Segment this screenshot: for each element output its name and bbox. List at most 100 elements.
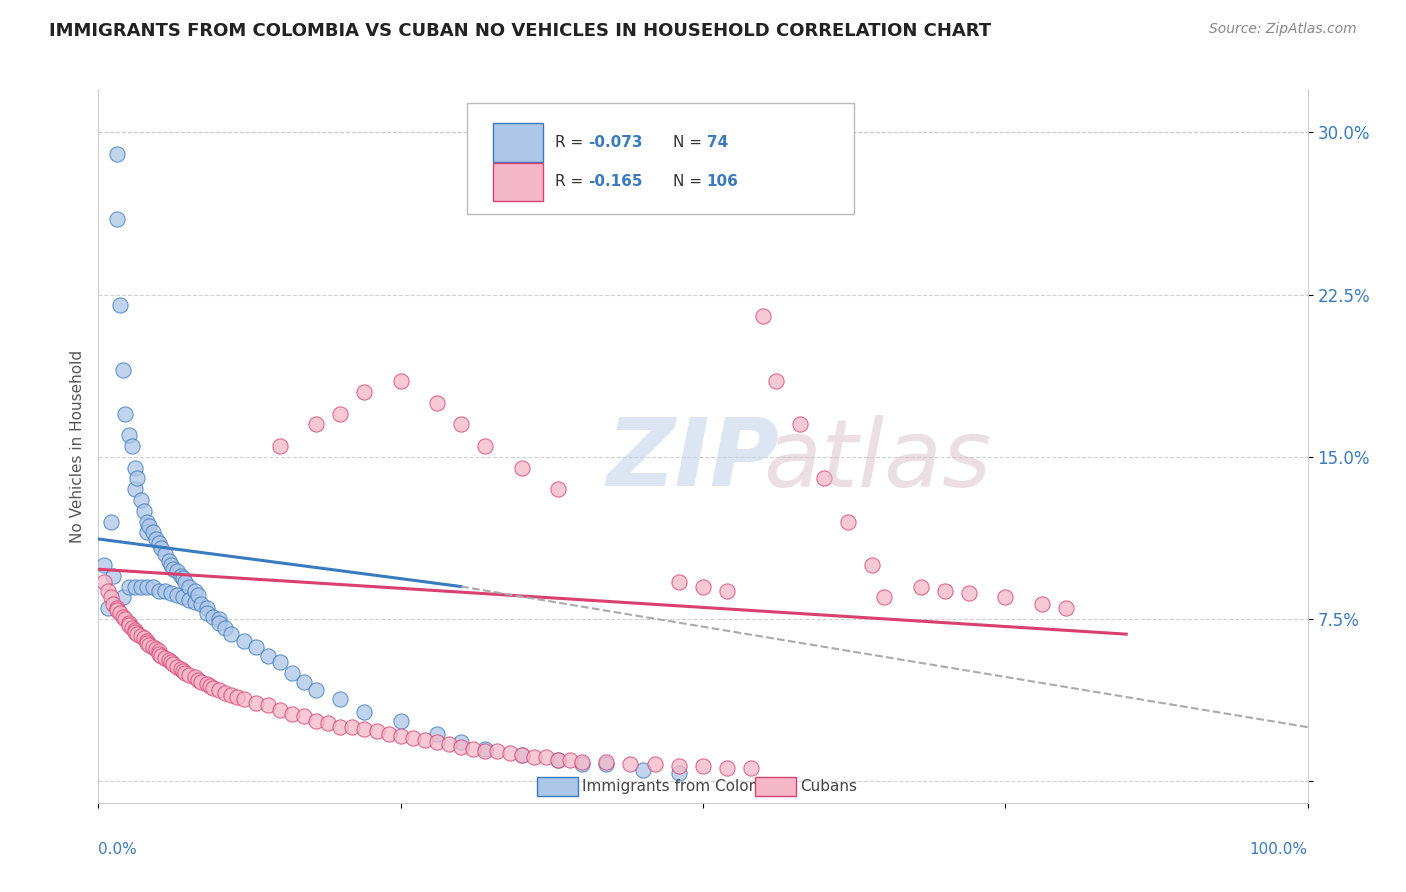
Point: [97, 601, 120, 615]
Point: [389, 714, 412, 728]
Point: [450, 739, 472, 754]
Point: [305, 714, 328, 728]
Point: [668, 575, 690, 590]
Point: [571, 756, 593, 771]
Point: [413, 733, 436, 747]
Point: [353, 705, 375, 719]
Point: [281, 707, 304, 722]
Point: [108, 606, 131, 620]
Point: [97, 583, 120, 598]
Point: [118, 618, 141, 632]
Point: [162, 562, 184, 576]
Point: [160, 655, 183, 669]
Point: [160, 558, 183, 572]
Point: [135, 580, 157, 594]
Point: [101, 597, 124, 611]
Text: 100.0%: 100.0%: [1250, 842, 1308, 857]
Point: [214, 685, 236, 699]
Point: [135, 636, 157, 650]
Point: [668, 765, 690, 780]
Point: [498, 746, 520, 760]
Point: [547, 753, 569, 767]
Point: [426, 396, 449, 410]
FancyBboxPatch shape: [755, 777, 796, 796]
Point: [195, 606, 218, 620]
Text: R =: R =: [555, 136, 589, 150]
Point: [179, 592, 201, 607]
Point: [232, 633, 254, 648]
Point: [135, 633, 157, 648]
Text: IMMIGRANTS FROM COLOMBIA VS CUBAN NO VEHICLES IN HOUSEHOLD CORRELATION CHART: IMMIGRANTS FROM COLOMBIA VS CUBAN NO VEH…: [49, 22, 991, 40]
Point: [226, 690, 249, 704]
Point: [631, 764, 654, 778]
Point: [166, 565, 188, 579]
Point: [108, 298, 131, 312]
Text: -0.073: -0.073: [588, 136, 643, 150]
Text: 0.0%: 0.0%: [98, 842, 138, 857]
Point: [463, 741, 485, 756]
Point: [342, 720, 364, 734]
Point: [153, 547, 176, 561]
Point: [129, 580, 152, 594]
Point: [157, 653, 180, 667]
Point: [450, 417, 472, 432]
Point: [957, 586, 980, 600]
Point: [121, 621, 143, 635]
Point: [184, 583, 207, 598]
Point: [172, 571, 194, 585]
Point: [153, 651, 176, 665]
Point: [114, 612, 136, 626]
Point: [195, 677, 218, 691]
Text: Cubans: Cubans: [800, 779, 856, 794]
Point: [316, 715, 339, 730]
Point: [292, 674, 315, 689]
Point: [208, 683, 231, 698]
Point: [245, 640, 267, 654]
Point: [329, 692, 352, 706]
Point: [644, 756, 666, 771]
Point: [547, 482, 569, 496]
Point: [169, 662, 191, 676]
Point: [716, 583, 738, 598]
Point: [124, 624, 146, 639]
Point: [765, 374, 787, 388]
Point: [523, 750, 546, 764]
Point: [402, 731, 425, 745]
Point: [474, 439, 496, 453]
Point: [208, 612, 231, 626]
Point: [93, 558, 115, 572]
Point: [256, 648, 278, 663]
Point: [184, 670, 207, 684]
Point: [100, 591, 122, 605]
Point: [269, 439, 291, 453]
Point: [174, 575, 197, 590]
Point: [426, 726, 449, 740]
Point: [118, 580, 141, 594]
Text: Source: ZipAtlas.com: Source: ZipAtlas.com: [1209, 22, 1357, 37]
Point: [547, 753, 569, 767]
Point: [281, 666, 304, 681]
Point: [169, 568, 191, 582]
Point: [148, 583, 170, 598]
Text: N =: N =: [672, 136, 707, 150]
Point: [111, 610, 134, 624]
Point: [166, 588, 188, 602]
Point: [245, 696, 267, 710]
Point: [166, 659, 188, 673]
Point: [150, 648, 173, 663]
Point: [305, 683, 328, 698]
Point: [118, 428, 141, 442]
Point: [135, 515, 157, 529]
Point: [305, 417, 328, 432]
Point: [179, 580, 201, 594]
Point: [377, 726, 399, 740]
Point: [389, 374, 412, 388]
Point: [994, 591, 1017, 605]
Point: [124, 482, 146, 496]
Point: [100, 515, 122, 529]
Point: [129, 493, 152, 508]
Point: [1054, 601, 1077, 615]
Point: [114, 407, 136, 421]
Point: [179, 668, 201, 682]
Point: [292, 709, 315, 723]
